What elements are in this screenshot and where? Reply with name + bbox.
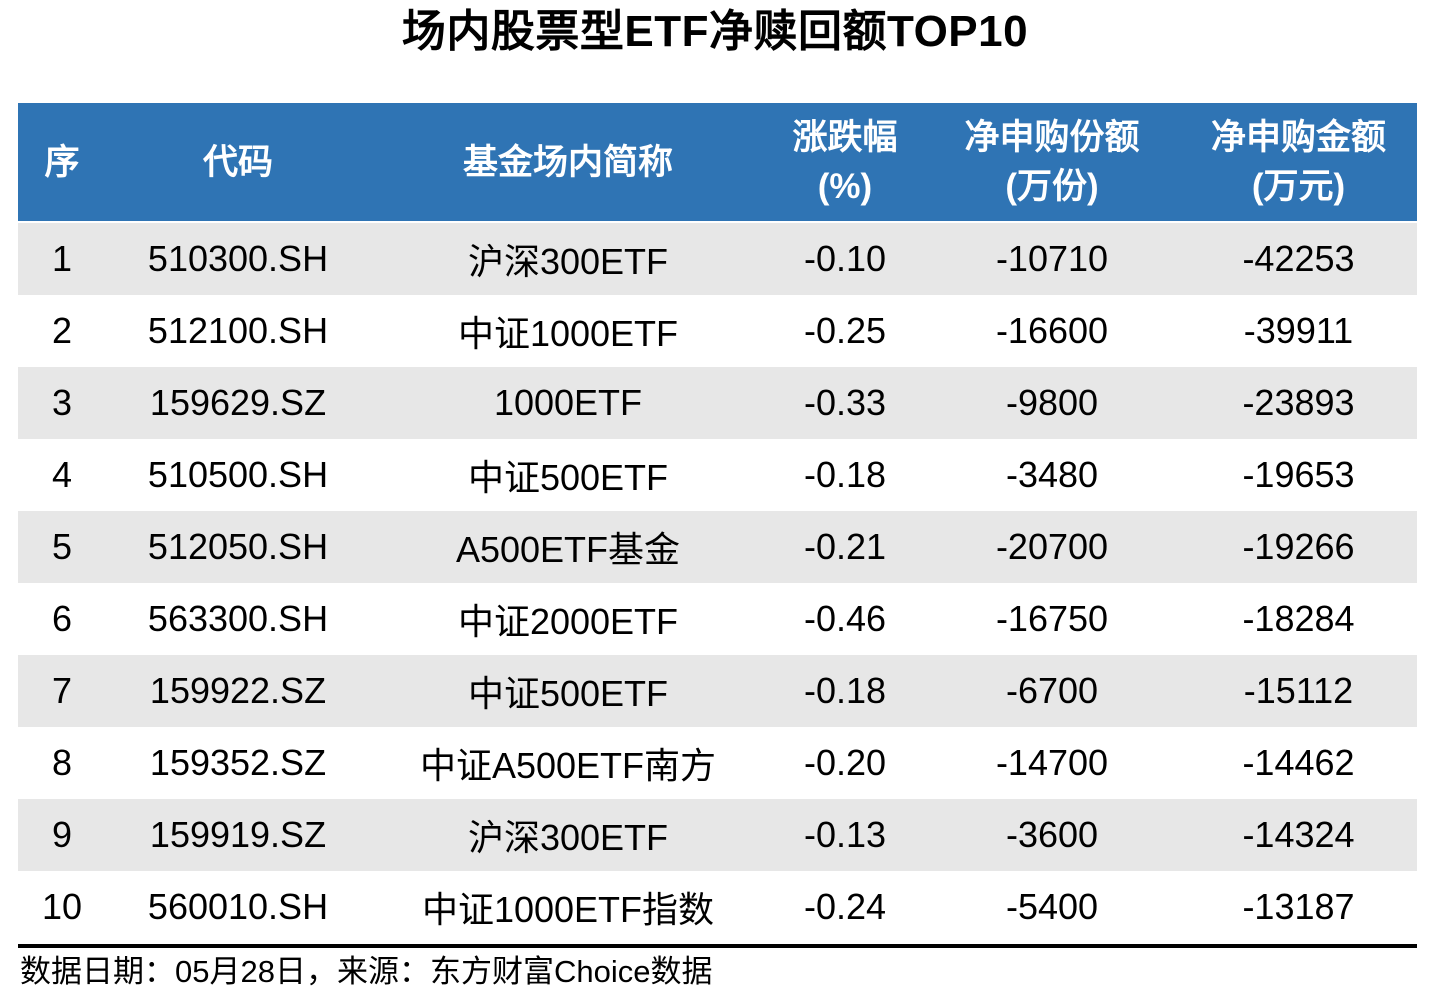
cell-rank: 10 bbox=[41, 886, 83, 927]
table-row: 1 510300.SH 沪深300ETF -0.10 -10710 -42253 bbox=[18, 222, 1417, 295]
cell-amount: -42253 bbox=[1242, 238, 1355, 279]
cell-chg: -0.20 bbox=[803, 742, 887, 783]
table-row: 6 563300.SH 中证2000ETF -0.46 -16750 -18284 bbox=[18, 583, 1417, 655]
column-header-line: (%) bbox=[817, 167, 873, 206]
column-header-line: 涨跌幅 bbox=[792, 118, 898, 157]
cell-chg: -0.18 bbox=[803, 670, 887, 711]
cell-amount: -14324 bbox=[1242, 814, 1355, 855]
cell-name: 中证2000ETF bbox=[457, 601, 679, 642]
column-header-line: 净申购份额 bbox=[964, 118, 1140, 157]
cell-code: 159352.SZ bbox=[149, 742, 327, 783]
cell-amount: -13187 bbox=[1242, 886, 1355, 927]
cell-shares: -3480 bbox=[1005, 454, 1099, 495]
column-header-line: 净申购金额 bbox=[1210, 118, 1386, 157]
cell-chg: -0.33 bbox=[803, 382, 887, 423]
cell-shares: -5400 bbox=[1005, 886, 1099, 927]
table-row: 2 512100.SH 中证1000ETF -0.25 -16600 -39911 bbox=[18, 295, 1417, 367]
cell-name: 中证1000ETF指数 bbox=[421, 889, 715, 930]
cell-name: 中证500ETF bbox=[467, 673, 669, 714]
page-title: 场内股票型ETF净赎回额TOP10 bbox=[401, 7, 1029, 56]
cell-code: 159919.SZ bbox=[149, 814, 327, 855]
cell-amount: -19653 bbox=[1242, 454, 1355, 495]
table-row: 7 159922.SZ 中证500ETF -0.18 -6700 -15112 bbox=[18, 655, 1417, 727]
cell-amount: -14462 bbox=[1242, 742, 1355, 783]
cell-amount: -23893 bbox=[1242, 382, 1355, 423]
table-row: 5 512050.SH A500ETF基金 -0.21 -20700 -19266 bbox=[18, 511, 1417, 583]
cell-name: 中证1000ETF bbox=[457, 313, 679, 354]
table-row: 8 159352.SZ 中证A500ETF南方 -0.20 -14700 -14462 bbox=[18, 727, 1417, 799]
cell-amount: -39911 bbox=[1243, 310, 1354, 351]
column-header-line: 代码 bbox=[202, 142, 273, 182]
cell-code: 510300.SH bbox=[147, 238, 329, 279]
cell-code: 159922.SZ bbox=[149, 670, 327, 711]
cell-chg: -0.25 bbox=[803, 310, 887, 351]
cell-rank: 2 bbox=[51, 310, 73, 351]
column-header-name: 基金场内简称 bbox=[370, 103, 766, 223]
cell-chg: -0.24 bbox=[803, 886, 887, 927]
cell-shares: -9800 bbox=[1005, 382, 1099, 423]
cell-amount: -15112 bbox=[1243, 670, 1354, 711]
cell-rank: 7 bbox=[51, 670, 73, 711]
cell-code: 512050.SH bbox=[147, 526, 329, 567]
cell-chg: -0.13 bbox=[803, 814, 887, 855]
column-header-code: 代码 bbox=[106, 103, 370, 223]
cell-shares: -20700 bbox=[995, 526, 1109, 567]
cell-code: 510500.SH bbox=[147, 454, 329, 495]
cell-code: 159629.SZ bbox=[149, 382, 327, 423]
table-body: 1 510300.SH 沪深300ETF -0.10 -10710 -42253 2 5121… bbox=[18, 222, 1417, 943]
data-source-note: 数据日期：05月28日，来源：东方财富Choice数据 bbox=[20, 954, 713, 989]
table-row: 10 560010.SH 中证1000ETF指数 -0.24 -5400 -13187 bbox=[18, 871, 1417, 943]
column-header-rank: 序 bbox=[18, 103, 106, 223]
table-row: 9 159919.SZ 沪深300ETF -0.13 -3600 -14324 bbox=[18, 799, 1417, 871]
cell-name: 中证A500ETF南方 bbox=[419, 745, 717, 786]
cell-rank: 6 bbox=[51, 598, 73, 639]
column-header-line: (万元) bbox=[1251, 167, 1346, 206]
cell-rank: 9 bbox=[51, 814, 73, 855]
table-header: 序 代码 基金场内简称 涨跌幅 (%) 净申购份额 (万份) 净申购金额 (万元) bbox=[18, 103, 1417, 223]
cell-rank: 1 bbox=[51, 238, 73, 279]
cell-name: 1000ETF bbox=[493, 382, 643, 423]
cell-chg: -0.46 bbox=[803, 598, 887, 639]
cell-code: 512100.SH bbox=[147, 310, 329, 351]
column-header-line: 基金场内简称 bbox=[462, 142, 673, 182]
cell-code: 563300.SH bbox=[147, 598, 329, 639]
column-header-amount: 净申购金额 (万元) bbox=[1180, 103, 1417, 223]
column-header-shares: 净申购份额 (万份) bbox=[924, 103, 1180, 223]
cell-chg: -0.18 bbox=[803, 454, 887, 495]
cell-name: 中证500ETF bbox=[467, 457, 669, 498]
cell-shares: -16750 bbox=[995, 598, 1109, 639]
cell-chg: -0.21 bbox=[803, 526, 887, 567]
cell-shares: -6700 bbox=[1005, 670, 1099, 711]
cell-rank: 3 bbox=[51, 382, 73, 423]
cell-amount: -18284 bbox=[1242, 598, 1355, 639]
cell-chg: -0.10 bbox=[803, 238, 887, 279]
cell-shares: -3600 bbox=[1005, 814, 1099, 855]
column-header-line: 序 bbox=[44, 142, 80, 182]
cell-code: 560010.SH bbox=[147, 886, 329, 927]
cell-shares: -14700 bbox=[995, 742, 1109, 783]
table-row: 3 159629.SZ 1000ETF -0.33 -9800 -23893 bbox=[18, 367, 1417, 439]
column-header-chg: 涨跌幅 (%) bbox=[766, 103, 924, 223]
cell-rank: 8 bbox=[51, 742, 73, 783]
cell-rank: 4 bbox=[51, 454, 73, 495]
cell-shares: -10710 bbox=[995, 238, 1109, 279]
table-header-row: 序 代码 基金场内简称 涨跌幅 (%) 净申购份额 (万份) 净申购金额 (万元) bbox=[18, 103, 1417, 223]
cell-name: 沪深300ETF bbox=[467, 817, 669, 858]
cell-amount: -19266 bbox=[1242, 526, 1355, 567]
cell-rank: 5 bbox=[51, 526, 73, 567]
cell-name: A500ETF基金 bbox=[455, 529, 681, 570]
table-row: 4 510500.SH 中证500ETF -0.18 -3480 -19653 bbox=[18, 439, 1417, 511]
cell-name: 沪深300ETF bbox=[467, 241, 669, 282]
footer-divider bbox=[18, 944, 1417, 948]
etf-redemption-table: 序 代码 基金场内简称 涨跌幅 (%) 净申购份额 (万份) 净申购金额 (万元) 1 51030… bbox=[18, 103, 1417, 943]
cell-shares: -16600 bbox=[995, 310, 1109, 351]
column-header-line: (万份) bbox=[1005, 167, 1099, 206]
